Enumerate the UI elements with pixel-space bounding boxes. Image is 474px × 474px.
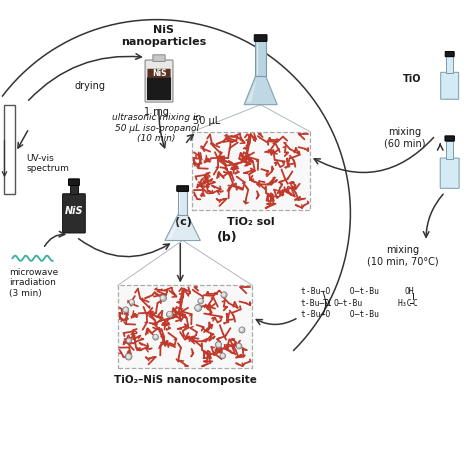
FancyBboxPatch shape: [192, 132, 310, 210]
Circle shape: [160, 295, 166, 301]
Text: NiS: NiS: [64, 206, 83, 216]
Polygon shape: [165, 215, 201, 240]
Circle shape: [166, 311, 173, 318]
FancyBboxPatch shape: [147, 69, 171, 78]
Bar: [446, 56, 453, 73]
FancyBboxPatch shape: [69, 179, 79, 185]
Circle shape: [129, 300, 135, 305]
FancyBboxPatch shape: [118, 285, 252, 368]
Polygon shape: [244, 76, 277, 105]
Text: H₃C: H₃C: [398, 299, 412, 308]
FancyBboxPatch shape: [445, 136, 455, 141]
Circle shape: [221, 292, 227, 298]
Text: 1 mg: 1 mg: [144, 107, 169, 117]
Text: drying: drying: [75, 81, 106, 91]
FancyBboxPatch shape: [254, 35, 267, 41]
Text: 50 μL: 50 μL: [192, 116, 220, 126]
Text: t-Bu–O    O–t-Bu: t-Bu–O O–t-Bu: [301, 287, 379, 296]
Circle shape: [239, 327, 245, 333]
Text: UV-vis
spectrum: UV-vis spectrum: [27, 154, 70, 173]
Circle shape: [127, 338, 132, 343]
FancyBboxPatch shape: [177, 186, 189, 191]
Circle shape: [195, 304, 201, 311]
Circle shape: [215, 342, 222, 348]
FancyBboxPatch shape: [145, 60, 173, 102]
Text: (c): (c): [175, 217, 192, 227]
Text: TiO₂ sol: TiO₂ sol: [228, 217, 275, 227]
Text: TiO₂–NiS nanocomposite: TiO₂–NiS nanocomposite: [114, 375, 256, 385]
Text: O–t-Bu: O–t-Bu: [333, 299, 363, 308]
Text: Ti: Ti: [323, 299, 333, 308]
FancyBboxPatch shape: [147, 77, 171, 100]
Text: OH: OH: [405, 287, 415, 296]
Bar: [255, 41, 266, 76]
Circle shape: [123, 307, 129, 313]
Circle shape: [220, 353, 226, 359]
Circle shape: [198, 298, 203, 304]
Polygon shape: [246, 79, 257, 102]
Text: mixing
(60 min): mixing (60 min): [384, 127, 426, 148]
Text: C: C: [413, 299, 418, 308]
Text: microwave
irradiation
(3 min): microwave irradiation (3 min): [9, 268, 58, 298]
Bar: [70, 185, 78, 194]
FancyBboxPatch shape: [441, 73, 459, 99]
Text: t-Bu–O    O–t-Bu: t-Bu–O O–t-Bu: [301, 310, 379, 319]
Text: t-Bu–O: t-Bu–O: [301, 299, 330, 308]
Text: (b): (b): [217, 231, 238, 244]
FancyBboxPatch shape: [440, 158, 459, 188]
Polygon shape: [167, 217, 179, 238]
FancyBboxPatch shape: [153, 55, 165, 62]
Text: ultrasonic mixing in
50 μL iso-propanol
(10 min): ultrasonic mixing in 50 μL iso-propanol …: [112, 113, 201, 143]
Text: NiS
nanoparticles: NiS nanoparticles: [121, 26, 206, 47]
Bar: [446, 141, 454, 158]
Text: TiO: TiO: [403, 73, 421, 84]
FancyBboxPatch shape: [63, 194, 85, 233]
Bar: [4, 105, 15, 194]
Circle shape: [153, 334, 158, 340]
Circle shape: [236, 343, 242, 349]
Text: NiS: NiS: [152, 70, 166, 79]
Bar: [178, 191, 187, 215]
Text: mixing
(10 min, 70°C): mixing (10 min, 70°C): [366, 245, 438, 267]
FancyBboxPatch shape: [445, 52, 454, 57]
Circle shape: [125, 353, 132, 360]
